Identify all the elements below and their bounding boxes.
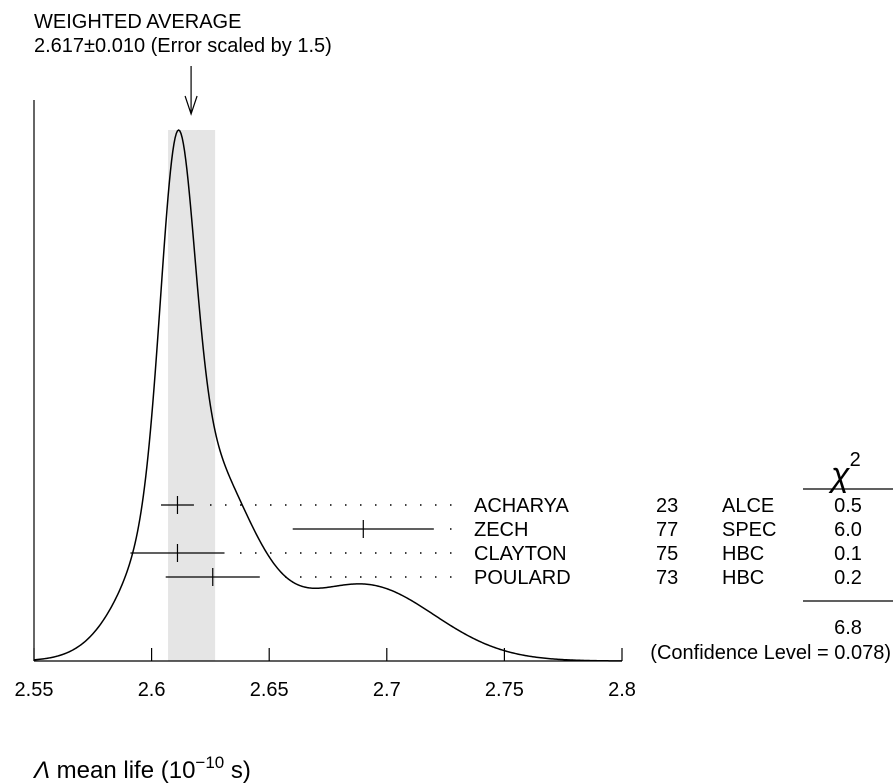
measurement-author: ACHARYA — [474, 495, 570, 517]
measurement-chi2: 6.0 — [834, 519, 862, 541]
measurement-year: 23 — [656, 495, 678, 517]
chart-subtitle: 2.617±0.010 (Error scaled by 1.5) — [34, 35, 332, 57]
measurement-year: 73 — [656, 567, 678, 589]
measurement-technique: HBC — [722, 543, 764, 565]
x-tick-label: 2.6 — [138, 679, 166, 701]
measurement-technique: ALCE — [722, 495, 774, 517]
x-axis-label-unit: s) — [224, 757, 251, 784]
measurement-year: 77 — [656, 519, 678, 541]
measurement-chi2: 0.2 — [834, 567, 862, 589]
measurement-year: 75 — [656, 543, 678, 565]
measurement-chi2: 0.1 — [834, 543, 862, 565]
measurement-author: POULARD — [474, 567, 571, 589]
ideogram-curve — [33, 129, 623, 662]
average-arrow-head — [184, 95, 198, 116]
chi2-header: χ2 — [828, 449, 861, 494]
x-tick-label: 2.65 — [250, 679, 289, 701]
x-tick-label: 2.55 — [15, 679, 54, 701]
chart-title: WEIGHTED AVERAGE — [34, 11, 241, 33]
chi2-total: 6.8 — [834, 617, 862, 639]
x-axis-label-symbol: Λ — [32, 757, 50, 784]
confidence-level: (Confidence Level = 0.078) — [650, 642, 891, 664]
x-axis-label-exponent: −10 — [195, 753, 224, 772]
x-axis-label: Λ mean life (10−10 s) — [32, 753, 251, 784]
measurement-chi2: 0.5 — [834, 495, 862, 517]
measurement-author: CLAYTON — [474, 543, 567, 565]
measurement-technique: SPEC — [722, 519, 776, 541]
x-tick-label: 2.75 — [485, 679, 524, 701]
x-tick-label: 2.7 — [373, 679, 401, 701]
average-arrow — [184, 66, 198, 116]
x-axis-label-text: mean life (10 — [50, 757, 195, 784]
measurement-technique: HBC — [722, 567, 764, 589]
measurement-author: ZECH — [474, 519, 528, 541]
x-tick-label: 2.8 — [608, 679, 636, 701]
